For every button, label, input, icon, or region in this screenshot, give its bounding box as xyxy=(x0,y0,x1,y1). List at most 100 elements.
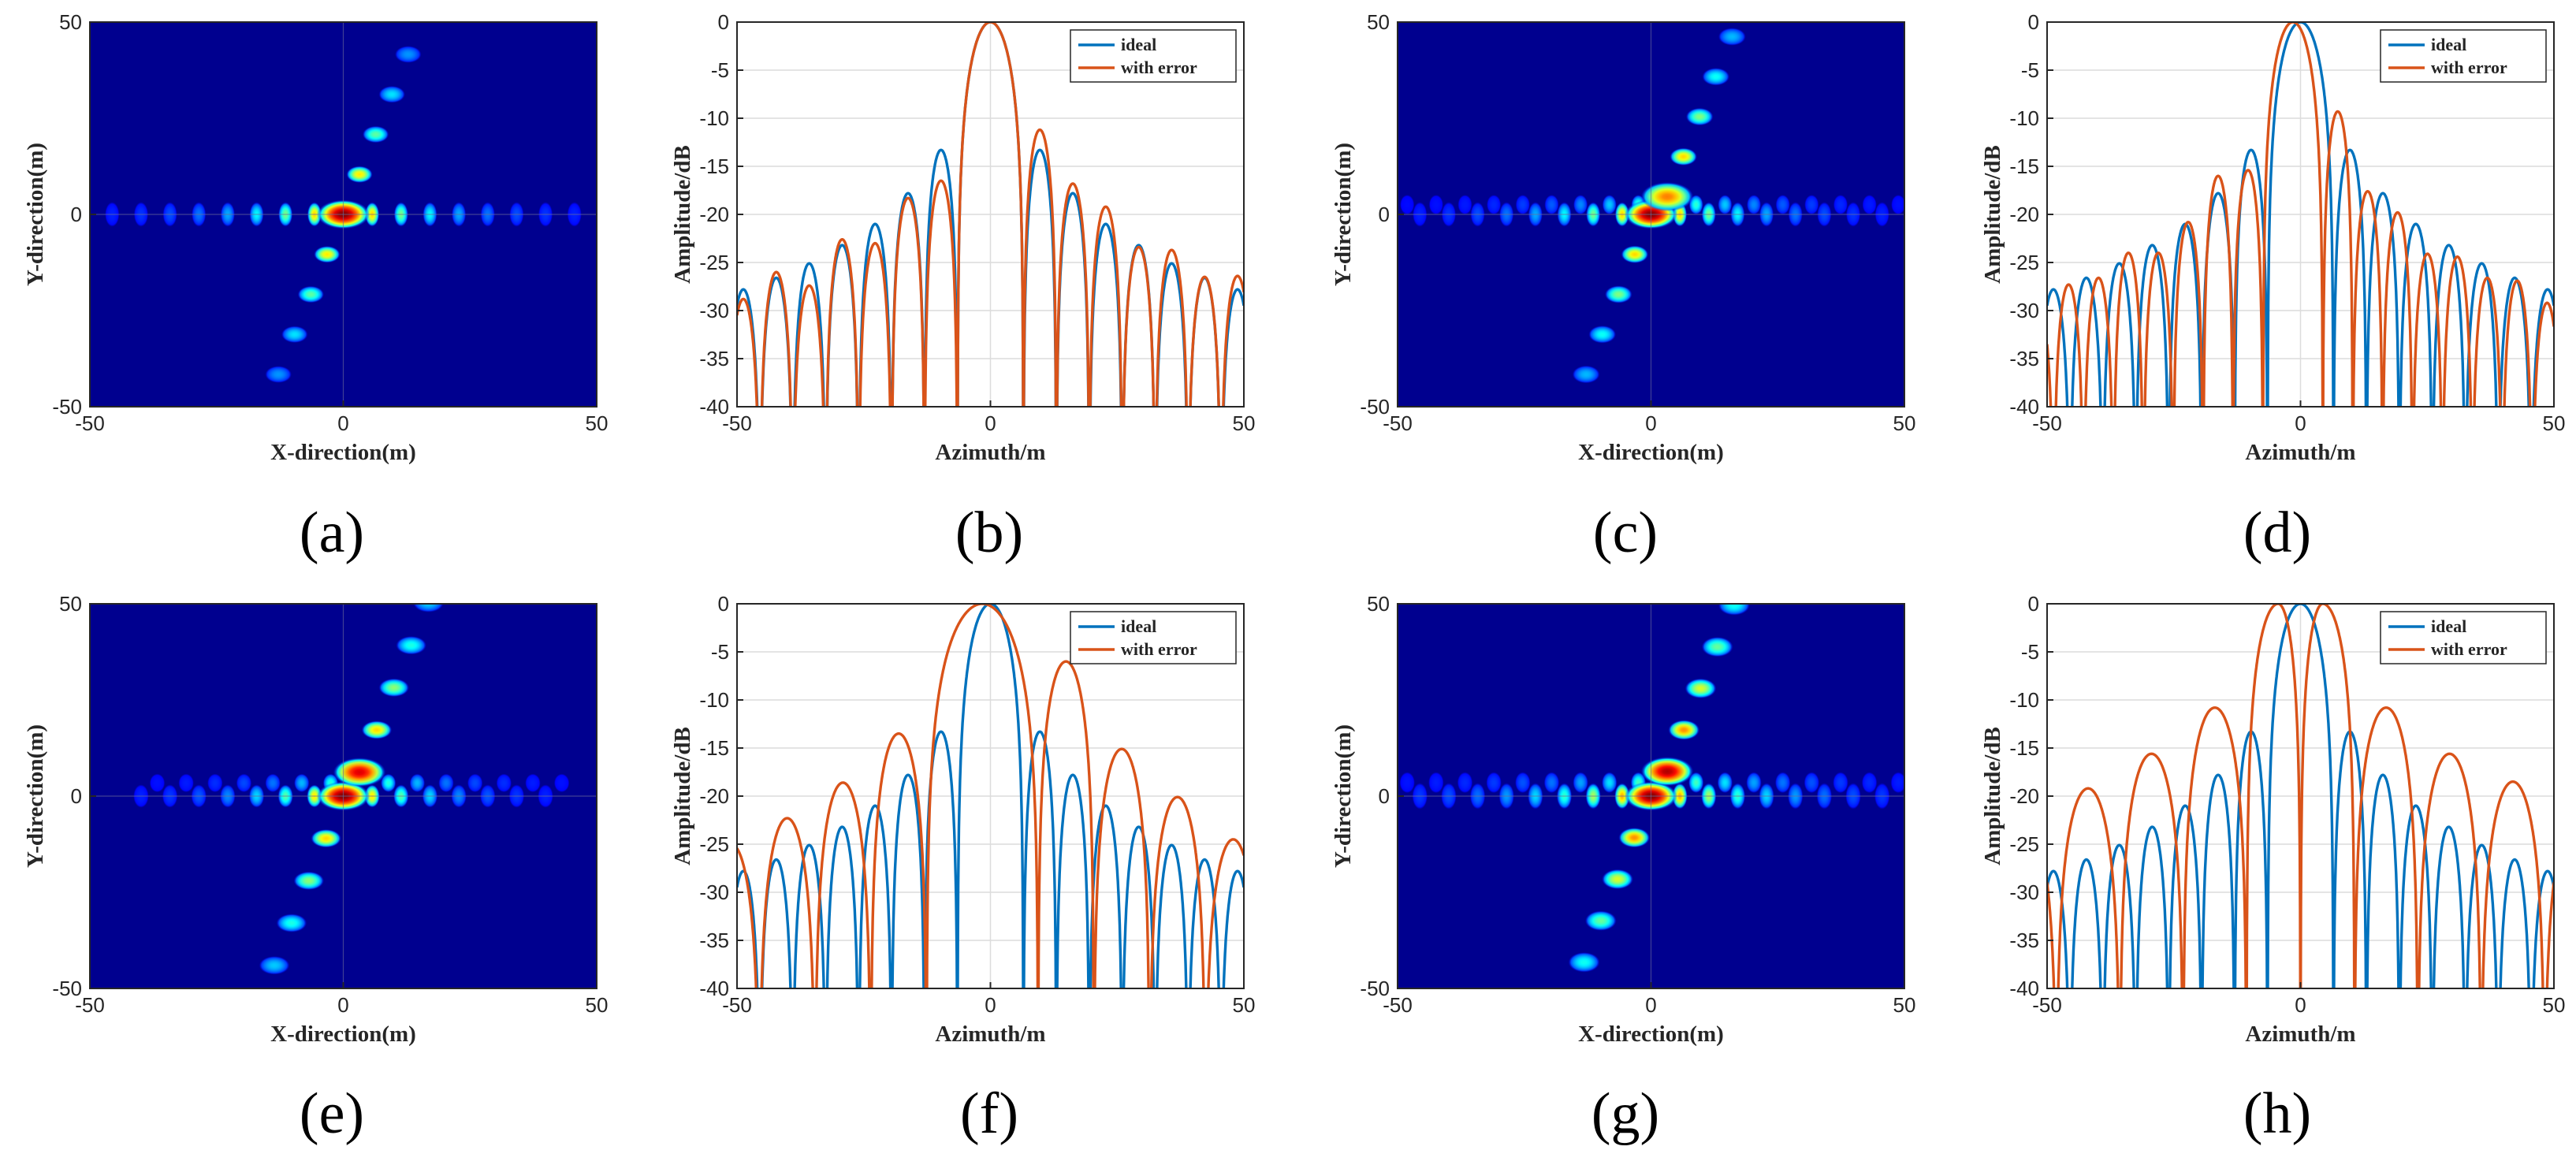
y-tick-label: -35 xyxy=(2009,347,2039,370)
series-group xyxy=(737,22,1244,407)
y-tick-label: 0 xyxy=(1379,203,1390,226)
x-axis-label: X-direction(m) xyxy=(1578,1022,1724,1047)
y-tick-label: -5 xyxy=(711,640,729,664)
sidelobe xyxy=(1701,636,1733,657)
heatmap-panel-g: -50 0 50 -50 0 50 X-direction(m) Y-direction(m) xyxy=(1331,592,1916,1047)
series-with-error-line xyxy=(2047,604,2554,988)
sidelobe xyxy=(1702,68,1730,86)
sidelobe xyxy=(553,773,570,793)
sidelobe xyxy=(1428,195,1443,215)
sidelobe xyxy=(1833,195,1848,215)
sidelobe xyxy=(1487,195,1502,215)
x-tick-label: 0 xyxy=(2295,993,2306,1017)
y-tick-label: -30 xyxy=(2009,299,2039,322)
series-group xyxy=(2047,22,2554,407)
figure-caption-d: (d) xyxy=(2243,501,2311,565)
y-tick-label: -15 xyxy=(2009,736,2039,760)
legend-label: ideal xyxy=(1121,616,1156,636)
y-tick-label: 0 xyxy=(2028,10,2039,34)
sidelobe xyxy=(413,604,444,612)
y-tick-label: -50 xyxy=(52,395,82,419)
sidelobe xyxy=(1833,772,1848,794)
sidelobe xyxy=(1688,772,1704,794)
sidelobe xyxy=(1861,772,1878,794)
y-tick-label: -10 xyxy=(2009,106,2039,130)
sidelobe xyxy=(346,166,373,183)
sidelobe xyxy=(396,635,426,655)
x-tick-label: 0 xyxy=(2295,411,2306,435)
series-with-error-line xyxy=(737,604,1244,988)
x-tick-label: 50 xyxy=(1893,993,1916,1017)
y-tick-label: 0 xyxy=(71,784,82,808)
x-tick-label: 0 xyxy=(1645,993,1656,1017)
sidelobe xyxy=(294,773,310,793)
series-with-error-line xyxy=(737,22,1244,407)
y-axis-label: Amplitude/dB xyxy=(670,727,695,865)
sidelobe xyxy=(1668,720,1700,740)
figure-caption-a: (a) xyxy=(300,501,364,565)
axes-frame xyxy=(2046,603,2555,989)
sidelobe xyxy=(207,773,223,793)
series-group xyxy=(737,604,1244,988)
sidelobe xyxy=(1399,772,1415,794)
y-tick-label: -30 xyxy=(2009,880,2039,904)
line-panel-f: -50 0 50 0 -5 -10 -15 -20 -25 -30 -35 -40 Azimuth/m A… xyxy=(670,592,1255,1047)
x-tick-label: -50 xyxy=(75,411,105,435)
y-tick-label: -35 xyxy=(2009,929,2039,952)
sidelobe xyxy=(1717,772,1733,794)
y-tick-label: 50 xyxy=(1367,10,1390,34)
y-tick-label: -50 xyxy=(52,977,82,1000)
sidelobe xyxy=(281,326,308,343)
y-tick-label: -25 xyxy=(699,832,729,856)
y-axis-label: Amplitude/dB xyxy=(1980,727,2005,865)
y-tick-label: -30 xyxy=(699,299,729,322)
y-axis-label: Amplitude/dB xyxy=(1980,145,2005,284)
sidelobe xyxy=(1515,772,1531,794)
y-tick-label: 50 xyxy=(1367,592,1390,616)
sidelobe xyxy=(361,720,393,739)
x-tick-label: 0 xyxy=(1645,411,1656,435)
sidelobe xyxy=(1428,772,1444,794)
legend: ideal with error xyxy=(1070,611,1237,664)
sidelobe xyxy=(1544,195,1559,215)
sidelobe xyxy=(236,773,252,793)
sidelobe xyxy=(1804,772,1819,794)
sidelobe xyxy=(1573,772,1588,794)
sidelobe xyxy=(1718,195,1733,215)
y-axis-label: Amplitude/dB xyxy=(670,145,695,284)
y-tick-label: -35 xyxy=(699,347,729,370)
axes-frame xyxy=(89,603,597,989)
line-panel-h: -50 0 50 0 -5 -10 -15 -20 -25 -30 -35 -40 Azimuth/m A… xyxy=(1980,592,2565,1047)
sidelobe xyxy=(438,773,454,793)
sidelobe xyxy=(1746,772,1762,794)
y-tick-label: -50 xyxy=(1360,977,1390,1000)
series-with-error-line xyxy=(2047,22,2554,407)
legend: ideal with error xyxy=(2380,611,2547,664)
legend-label: ideal xyxy=(2431,616,2466,636)
y-axis-label: Y-direction(m) xyxy=(1331,724,1356,868)
y-tick-label: 0 xyxy=(718,10,729,34)
axes-frame xyxy=(89,21,597,408)
series-ideal-line xyxy=(737,604,1244,988)
y-tick-label: -20 xyxy=(2009,784,2039,808)
x-tick-label: -50 xyxy=(2032,993,2062,1017)
axes-frame xyxy=(736,21,1245,408)
sidelobe xyxy=(1486,772,1502,794)
legend-label: with error xyxy=(1121,58,1197,77)
y-tick-label: -40 xyxy=(699,395,729,419)
x-tick-label: 50 xyxy=(586,993,609,1017)
series-group xyxy=(2047,604,2554,988)
y-tick-label: -20 xyxy=(2009,203,2039,226)
x-tick-label: -50 xyxy=(722,993,752,1017)
heatmap-panel-c: -50 0 50 -50 0 50 X-direction(m) Y-direction(m) xyxy=(1331,10,1915,465)
y-tick-label: -40 xyxy=(2009,395,2039,419)
figure-caption-h: (h) xyxy=(2243,1081,2311,1146)
y-tick-label: -5 xyxy=(711,58,729,82)
y-tick-label: -25 xyxy=(699,251,729,274)
figure-caption-e: (e) xyxy=(300,1081,364,1146)
heatmap-panel-e: -50 0 50 -50 0 50 X-direction(m) Y-direction(m) xyxy=(23,592,609,1047)
sidelobe xyxy=(496,773,512,793)
sidelobe xyxy=(1400,195,1415,215)
x-axis-label: X-direction(m) xyxy=(270,1022,416,1047)
x-tick-label: -50 xyxy=(722,411,752,435)
